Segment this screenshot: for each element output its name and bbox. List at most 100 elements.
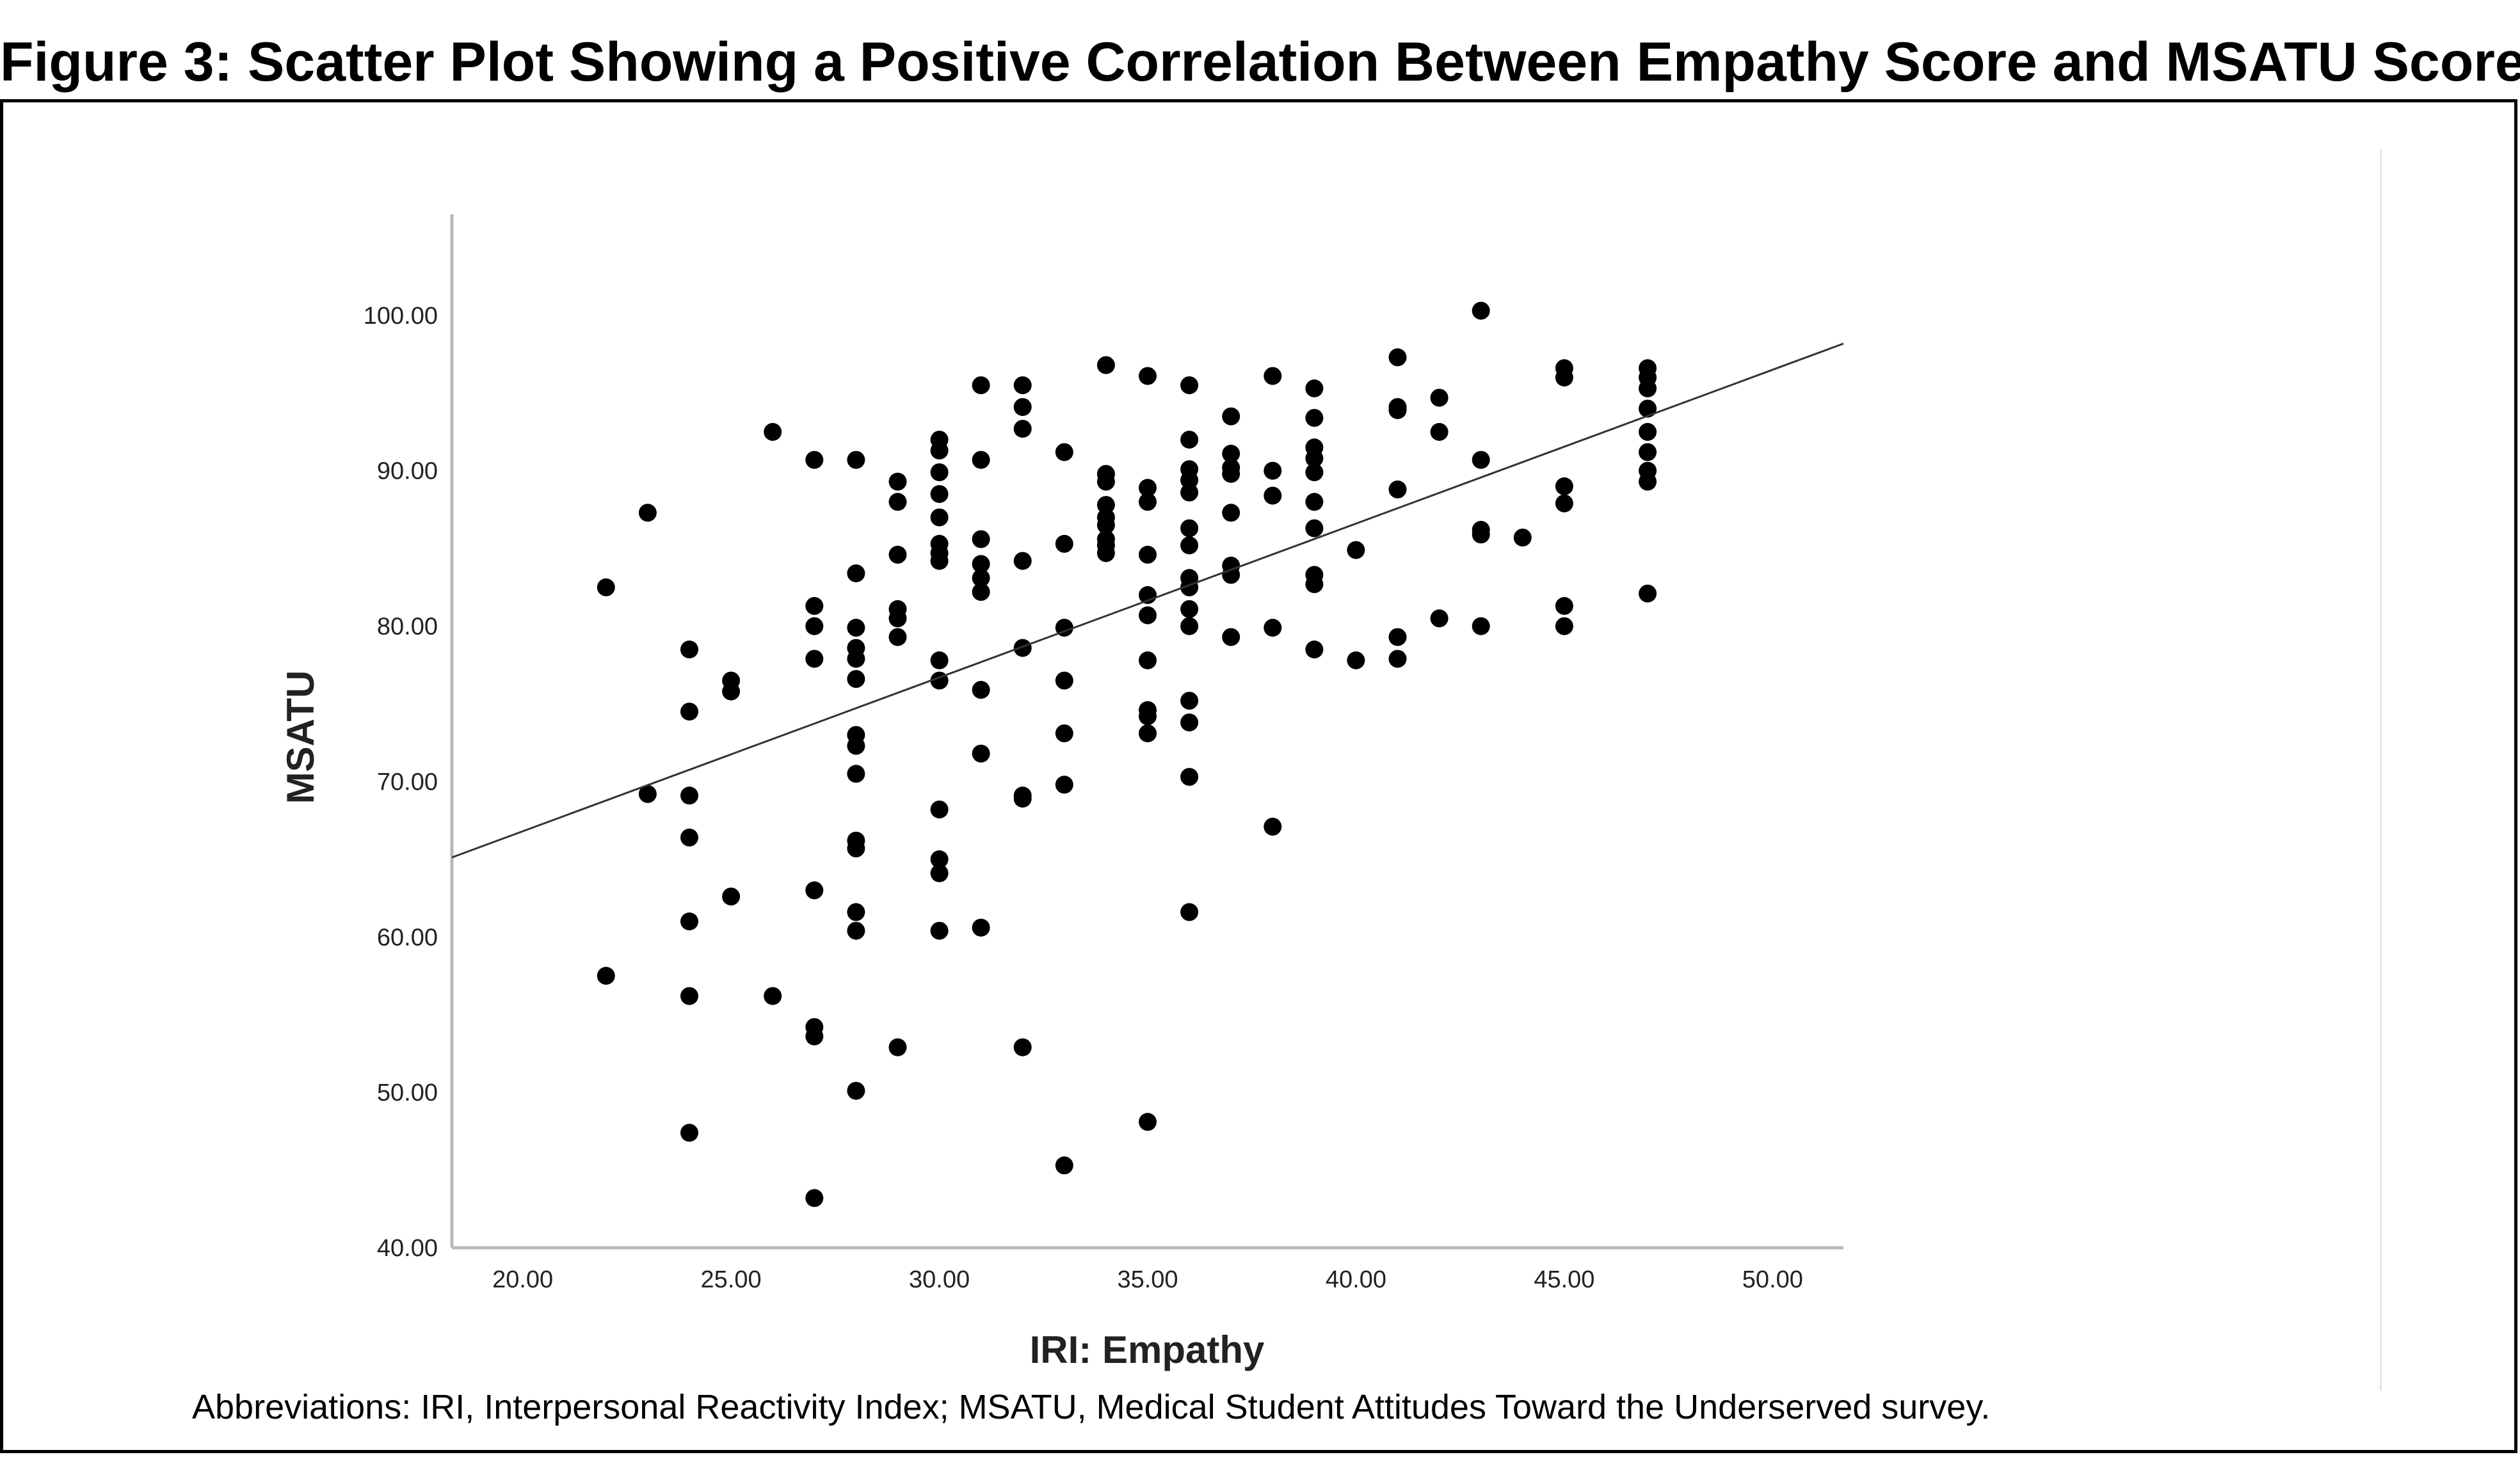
data-point <box>1347 651 1365 669</box>
x-tick-label: 45.00 <box>1534 1266 1594 1293</box>
data-point <box>680 987 698 1005</box>
data-point <box>680 641 698 658</box>
data-point <box>1305 641 1324 658</box>
data-point <box>1305 463 1324 482</box>
data-point <box>972 918 990 937</box>
data-point <box>1013 376 1032 395</box>
data-point <box>597 578 615 596</box>
data-points <box>597 301 1657 1207</box>
data-point <box>1430 609 1449 628</box>
y-tick-label: 50.00 <box>377 1079 438 1106</box>
fit-line-group <box>451 342 1844 859</box>
data-point <box>847 450 865 469</box>
data-point <box>1639 399 1657 418</box>
data-point <box>930 864 949 882</box>
data-point <box>1139 493 1157 511</box>
data-point <box>930 552 949 570</box>
data-point <box>1180 536 1199 555</box>
data-point <box>1388 480 1407 498</box>
x-tick-label: 20.00 <box>492 1266 553 1293</box>
data-point <box>1472 301 1490 320</box>
data-point <box>1055 671 1073 690</box>
data-point <box>847 765 865 783</box>
data-point <box>888 609 907 628</box>
data-point <box>680 828 698 847</box>
data-point <box>1096 516 1115 534</box>
data-point <box>1180 768 1199 786</box>
data-point <box>847 903 865 921</box>
data-point <box>1180 483 1199 502</box>
x-tick-label: 25.00 <box>701 1266 762 1293</box>
data-point <box>1222 566 1240 584</box>
data-point <box>1388 348 1407 367</box>
data-point <box>888 1038 907 1056</box>
data-point <box>1555 617 1573 635</box>
y-tick-label: 100.00 <box>364 303 438 330</box>
data-point <box>1472 450 1490 469</box>
data-point <box>1639 379 1657 397</box>
data-point <box>722 888 741 906</box>
data-point <box>1388 649 1407 668</box>
data-point <box>1013 398 1032 417</box>
data-point <box>1388 628 1407 646</box>
data-point <box>1055 776 1073 794</box>
data-point <box>888 493 907 511</box>
data-point <box>1180 431 1199 449</box>
data-point <box>888 545 907 564</box>
regression-line <box>451 342 1844 859</box>
data-point <box>1472 617 1490 635</box>
data-point <box>930 800 949 819</box>
data-point <box>1096 356 1115 374</box>
data-point <box>1305 379 1324 397</box>
y-tick-label: 90.00 <box>377 458 438 485</box>
data-point <box>847 921 865 940</box>
data-point <box>1264 817 1282 836</box>
axes <box>450 214 1843 1250</box>
data-point <box>1139 367 1157 385</box>
data-point <box>930 850 949 868</box>
data-point <box>930 508 949 527</box>
data-point <box>597 967 615 985</box>
data-point <box>847 564 865 582</box>
y-tick-label: 60.00 <box>377 924 438 951</box>
data-point <box>764 423 782 441</box>
data-point <box>1013 1038 1032 1056</box>
data-point <box>1639 423 1657 441</box>
data-point <box>1180 471 1199 490</box>
data-point <box>1222 465 1240 483</box>
y-axis-title: MSATU <box>279 671 322 804</box>
data-point <box>1555 494 1573 513</box>
data-point <box>847 619 865 637</box>
data-point <box>1305 493 1324 511</box>
data-point <box>1013 420 1032 438</box>
data-point <box>680 786 698 805</box>
data-point <box>847 670 865 689</box>
data-point <box>805 1027 824 1046</box>
data-point <box>805 1189 824 1207</box>
data-point <box>1013 639 1032 657</box>
data-point <box>847 736 865 755</box>
data-point <box>1388 401 1407 419</box>
data-point <box>1180 692 1199 710</box>
figure-title: Figure 3: Scatter Plot Showing a Positiv… <box>0 31 2520 93</box>
data-point <box>680 703 698 721</box>
data-point <box>1639 584 1657 603</box>
data-point <box>1513 529 1532 547</box>
data-point <box>972 681 990 699</box>
data-point <box>1013 552 1032 570</box>
data-point <box>638 504 657 522</box>
data-point <box>888 472 907 491</box>
data-point <box>972 530 990 548</box>
data-point <box>764 987 782 1005</box>
data-point <box>972 744 990 763</box>
data-point <box>1222 445 1240 463</box>
data-point <box>1347 541 1365 559</box>
data-point <box>1180 617 1199 635</box>
data-point <box>1222 628 1240 646</box>
x-tick-label: 35.00 <box>1117 1266 1178 1293</box>
data-point <box>1305 519 1324 537</box>
data-point <box>1055 443 1073 461</box>
data-point <box>1055 1156 1073 1175</box>
data-point <box>1305 449 1324 468</box>
